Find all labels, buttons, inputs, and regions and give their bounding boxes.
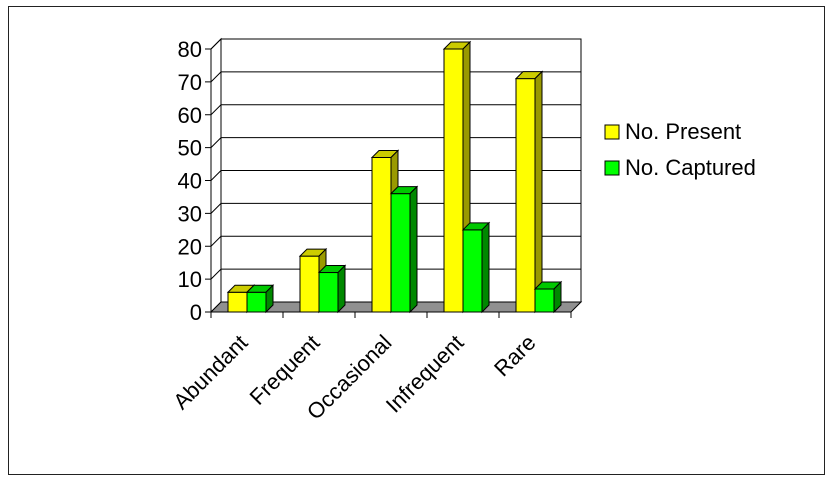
x-tick-label: Infrequent xyxy=(381,330,469,418)
y-tick-label: 10 xyxy=(178,267,202,292)
bar-captured xyxy=(317,264,347,314)
bar-front xyxy=(515,78,536,313)
bar-side xyxy=(409,185,418,314)
bar-front xyxy=(318,272,339,313)
bar-front xyxy=(390,193,411,313)
bars xyxy=(226,40,563,314)
legend-swatch xyxy=(604,160,620,176)
y-tick-label: 70 xyxy=(178,70,202,95)
bar-side xyxy=(553,280,562,314)
bar-front xyxy=(443,48,464,313)
bar-side xyxy=(265,284,274,314)
legend-label: No. Captured xyxy=(625,155,756,180)
bar-front xyxy=(534,288,555,313)
y-axis: 0 10 20 30 40 50 60 70 80 xyxy=(178,37,212,325)
legend-item: No. Present xyxy=(604,119,741,144)
legend-item: No. Captured xyxy=(604,155,756,180)
bar-front xyxy=(462,229,483,313)
y-tick-label: 50 xyxy=(178,136,202,161)
legend-label: No. Present xyxy=(625,119,741,144)
bar-captured xyxy=(389,185,419,314)
bar-front xyxy=(227,291,248,313)
bar-present xyxy=(514,70,544,314)
y-tick-label: 40 xyxy=(178,169,202,194)
gridline xyxy=(210,38,581,50)
x-tick-label: Abundant xyxy=(168,330,252,414)
bar-side xyxy=(534,70,543,314)
y-tick-label: 30 xyxy=(178,201,202,226)
bar-captured xyxy=(461,221,491,314)
bar-captured xyxy=(245,284,275,314)
y-tick-label: 60 xyxy=(178,103,202,128)
y-tick-label: 20 xyxy=(178,234,202,259)
legend-swatch xyxy=(604,124,620,140)
y-tick-label: 80 xyxy=(178,37,202,62)
bar-front xyxy=(246,291,267,313)
y-tick-label: 0 xyxy=(190,300,202,325)
bar-captured xyxy=(533,280,563,314)
chart-frame: 0 10 20 30 40 50 60 70 80 Abundant Frequent Occasi… xyxy=(8,6,825,475)
bar-side xyxy=(337,264,346,314)
bar-side xyxy=(481,221,490,314)
bar-front xyxy=(371,156,392,313)
legend: No. Present No. Captured xyxy=(604,119,756,180)
bar-front xyxy=(299,255,320,313)
x-tick-label: Rare xyxy=(489,330,540,381)
